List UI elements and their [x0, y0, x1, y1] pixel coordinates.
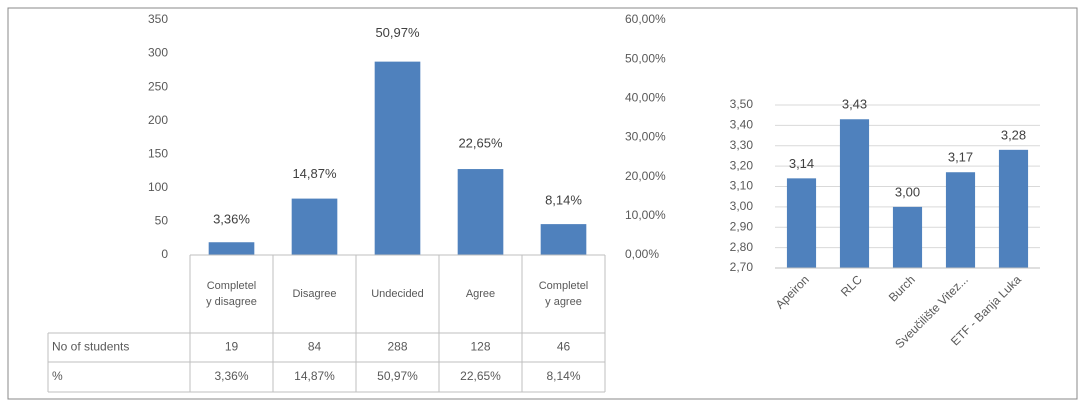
bar — [892, 206, 923, 268]
category-label: Completely agree — [538, 280, 589, 308]
y2-tick-label: 60,00% — [625, 12, 666, 26]
y-tick-label: 150 — [148, 146, 168, 160]
table-value: 84 — [308, 340, 322, 354]
y2-tick-label: 0,00% — [625, 247, 659, 261]
data-label: 8,14% — [545, 193, 582, 208]
category-label: Disagree — [292, 288, 337, 300]
y-tick-label: 350 — [148, 12, 168, 26]
frame — [7, 7, 1078, 400]
table-value: 46 — [557, 340, 571, 354]
bar — [374, 61, 421, 255]
y-tick-label: 100 — [148, 180, 168, 194]
category-label: Completely agree — [538, 280, 589, 308]
y-tick-label: 3,50 — [730, 97, 754, 111]
data-label: 50,97% — [375, 25, 420, 40]
y-tick-label: 50 — [155, 214, 169, 228]
table-value: 14,87% — [294, 369, 335, 383]
data-label: 3,43 — [842, 97, 867, 112]
table-value: 8,14% — [546, 369, 580, 383]
category-label: Undecided — [371, 288, 424, 300]
y2-tick-label: 50,00% — [625, 51, 666, 65]
table-value: 288 — [387, 340, 407, 354]
y-tick-label: 2,70 — [730, 260, 754, 274]
category-label: Disagree — [292, 288, 337, 300]
x-tick-label: Apeiron — [773, 272, 812, 311]
y-tick-label: 3,40 — [730, 118, 754, 132]
legend-label: % — [52, 369, 63, 383]
y2-tick-label: 30,00% — [625, 130, 666, 144]
y-tick-label: 250 — [148, 79, 168, 93]
bar — [291, 198, 338, 255]
y-tick-label: 3,20 — [730, 158, 754, 172]
y-tick-label: 300 — [148, 46, 168, 60]
data-label: 3,00 — [895, 184, 920, 199]
table-value: 19 — [225, 340, 239, 354]
bar — [998, 149, 1029, 268]
bar — [208, 242, 255, 255]
y-tick-label: 2,90 — [730, 219, 754, 233]
x-tick-label: Burch — [886, 272, 918, 304]
category-label: Agree — [465, 288, 496, 300]
category-label: Completely disagree — [206, 280, 257, 308]
data-label: 3,14 — [789, 156, 814, 171]
category-label: Agree — [465, 288, 496, 300]
y2-tick-label: 40,00% — [625, 91, 666, 105]
bar — [786, 178, 817, 268]
table-value: 22,65% — [460, 369, 501, 383]
y-tick-label: 3,00 — [730, 199, 754, 213]
category-label: Undecided — [371, 288, 424, 300]
y2-tick-label: 10,00% — [625, 208, 666, 222]
data-label: 22,65% — [458, 136, 503, 151]
y-tick-label: 0 — [161, 247, 168, 261]
bar — [540, 224, 587, 255]
data-label: 3,36% — [213, 211, 250, 226]
data-label: 3,28 — [1001, 127, 1026, 142]
bar — [945, 172, 976, 268]
y-tick-label: 200 — [148, 113, 168, 127]
legend-label: No of students — [52, 340, 129, 354]
data-label: 3,17 — [948, 150, 973, 165]
y2-tick-label: 20,00% — [625, 169, 666, 183]
data-label: 14,87% — [292, 166, 337, 181]
y-tick-label: 2,80 — [730, 240, 754, 254]
x-tick-label: RLC — [838, 272, 865, 299]
table-value: 50,97% — [377, 369, 418, 383]
category-label: Completely disagree — [206, 280, 257, 308]
y-tick-label: 3,30 — [730, 138, 754, 152]
table-value: 128 — [470, 340, 490, 354]
y-tick-label: 3,10 — [730, 179, 754, 193]
table-value: 3,36% — [214, 369, 248, 383]
bar — [457, 169, 504, 255]
bar — [839, 119, 870, 268]
